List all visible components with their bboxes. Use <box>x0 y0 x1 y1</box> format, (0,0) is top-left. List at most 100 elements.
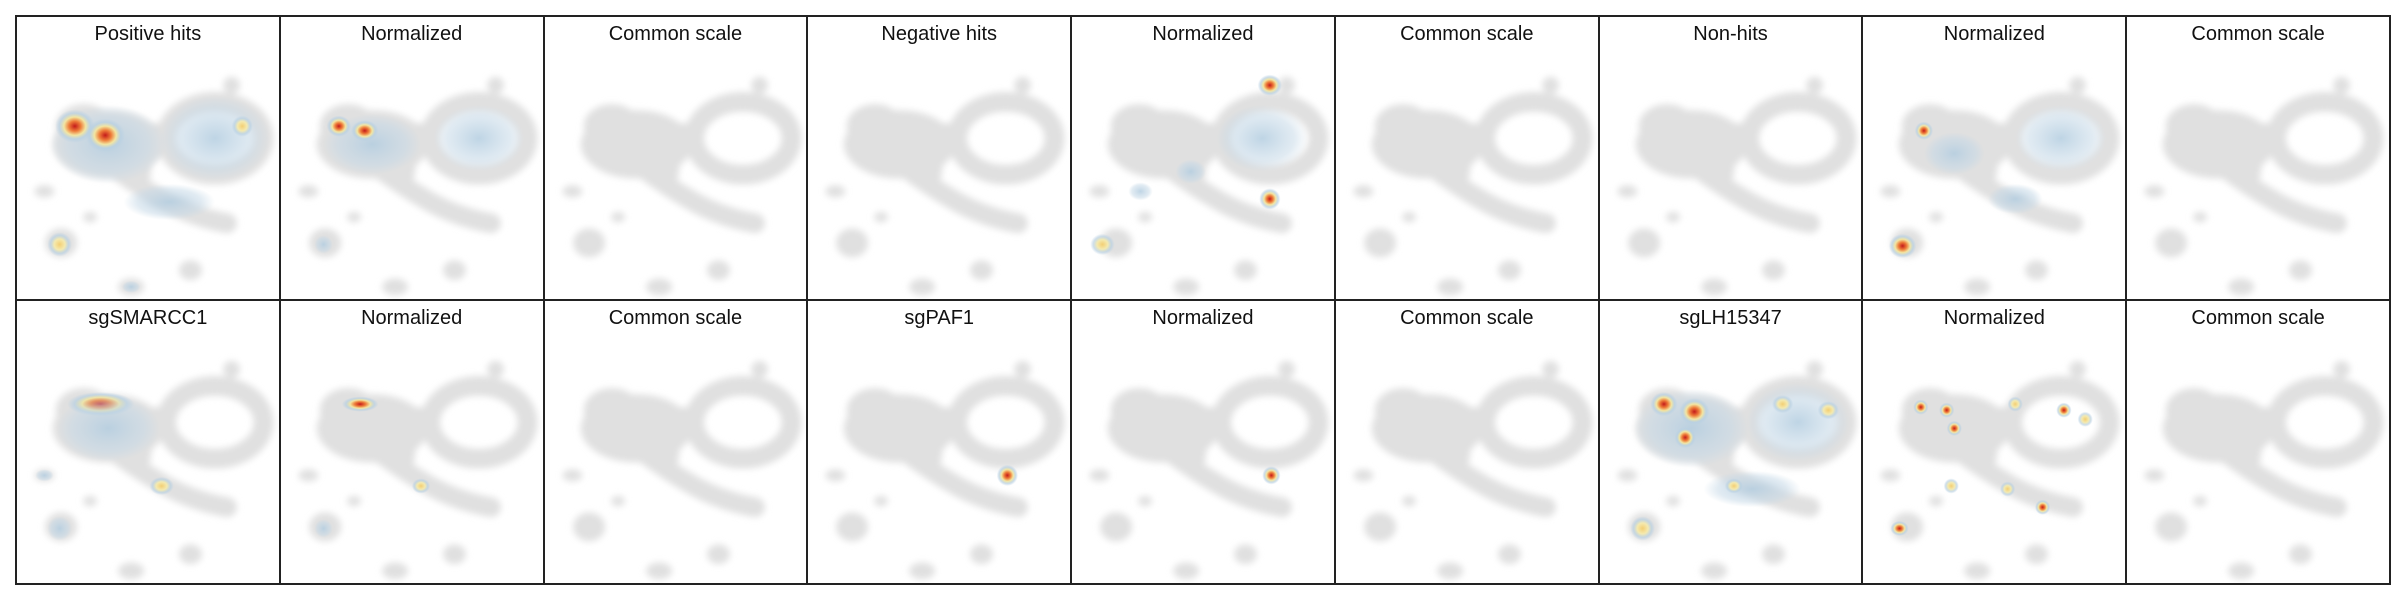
density-hotspot <box>1630 516 1655 541</box>
panel-title: Common scale <box>2191 307 2325 329</box>
embedding-shape <box>1882 362 2110 579</box>
density-hotspot <box>1674 426 1696 449</box>
density-hotspot <box>1259 188 1281 210</box>
density-plot <box>2127 17 2389 299</box>
density-hotspot <box>231 115 253 137</box>
panel-title: sgLH15347 <box>1679 307 1782 329</box>
panel-title: Non-hits <box>1693 23 1768 45</box>
density-hotspot <box>1771 395 1793 414</box>
density-hotspot <box>2035 499 2051 515</box>
density-hotspot <box>35 469 54 482</box>
density-hotspot <box>411 478 430 494</box>
embedding-shape <box>827 78 1055 295</box>
density-hotspot <box>1216 104 1309 172</box>
embedding-shape <box>827 362 1055 579</box>
density-plot <box>1072 301 1334 583</box>
panel-title: Common scale <box>608 307 743 329</box>
density-hotspot <box>123 183 215 221</box>
density-hotspot <box>1915 121 1934 140</box>
panel: Common scale <box>2127 301 2391 585</box>
embedding-shape <box>1354 362 1582 579</box>
density-plot <box>17 17 279 299</box>
density-plot <box>1072 17 1334 299</box>
density-plot <box>545 17 807 299</box>
density-hotspot <box>1988 183 2044 215</box>
embedding-shape <box>35 362 263 579</box>
density-hotspot <box>2078 411 2094 427</box>
panel: sgSMARCC1 <box>17 301 281 585</box>
density-hotspot <box>1817 401 1839 420</box>
density-hotspot <box>314 519 333 538</box>
density-hotspot <box>1724 478 1743 494</box>
panel: Common scale <box>1335 17 1600 301</box>
density-hotspot <box>1678 398 1710 426</box>
density-plot <box>1863 17 2125 299</box>
panel-title: Normalized <box>1152 307 1254 329</box>
panel-title: Normalized <box>1943 23 2045 45</box>
density-hotspot <box>149 476 174 496</box>
embedding-shape <box>1618 78 1846 295</box>
panel-title: Common scale <box>1400 23 1534 45</box>
density-plot <box>1336 301 1598 583</box>
panel: Common scale <box>1335 301 1600 585</box>
density-hotspot <box>55 109 95 143</box>
density-plot <box>1863 301 2125 583</box>
panel-title: sgSMARCC1 <box>88 307 208 329</box>
density-hotspot <box>1703 470 1801 508</box>
panel: Common scale <box>2127 17 2391 301</box>
panel: Negative hits <box>808 17 1073 301</box>
density-hotspot <box>350 120 379 142</box>
density-plot <box>808 301 1070 583</box>
density-hotspot <box>1262 466 1281 485</box>
panel-grid: Positive hits Normalized Common scale Negat… <box>15 15 2391 585</box>
density-plot <box>17 301 279 583</box>
density-hotspot <box>1128 182 1153 201</box>
density-plot <box>545 301 807 583</box>
density-hotspot <box>341 396 379 412</box>
embedding-shape <box>563 362 791 579</box>
panel: sgLH15347 <box>1599 301 1864 585</box>
density-hotspot <box>2015 104 2107 172</box>
density-plot <box>2127 301 2389 583</box>
panel: Common scale <box>544 17 809 301</box>
panel: Normalized <box>280 301 545 585</box>
density-hotspot <box>314 235 333 254</box>
density-hotspot <box>2008 396 2024 412</box>
density-hotspot <box>160 95 270 181</box>
density-hotspot <box>1649 391 1678 417</box>
density-plot <box>808 17 1070 299</box>
density-hotspot <box>326 115 351 137</box>
density-hotspot <box>997 464 1019 486</box>
embedding-shape <box>299 362 527 579</box>
panel-title: Positive hits <box>94 23 202 45</box>
panel: Normalized <box>1072 301 1336 585</box>
density-hotspot <box>1913 399 1929 415</box>
density-hotspot <box>2000 481 2016 497</box>
density-hotspot <box>1745 382 1850 462</box>
panel-title: Normalized <box>1943 307 2045 329</box>
panel-title: Common scale <box>608 23 743 45</box>
embedding-shape <box>2145 78 2373 295</box>
panel: Common scale <box>544 301 809 585</box>
density-hotspot <box>1944 478 1960 494</box>
density-hotspot <box>1175 159 1207 184</box>
panel-title: Normalized <box>361 23 463 45</box>
density-plot <box>1600 17 1862 299</box>
embedding-shape <box>1090 362 1318 579</box>
density-plot <box>1600 301 1862 583</box>
density-hotspot <box>1939 402 1955 418</box>
panel: Non-hits <box>1599 17 1864 301</box>
density-hotspot <box>1890 520 1910 536</box>
density-hotspot <box>56 395 161 462</box>
panel: Normalized <box>1072 17 1336 301</box>
panel-title: Normalized <box>1152 23 1254 45</box>
panel-title: Normalized <box>361 307 463 329</box>
panel-title: Common scale <box>1400 307 1534 329</box>
embedding-shape <box>2145 362 2373 579</box>
density-plot <box>281 17 543 299</box>
embedding-shape <box>563 78 791 295</box>
panel: sgPAF1 <box>808 301 1073 585</box>
panel-title: Negative hits <box>881 23 998 45</box>
density-hotspot <box>85 118 126 152</box>
